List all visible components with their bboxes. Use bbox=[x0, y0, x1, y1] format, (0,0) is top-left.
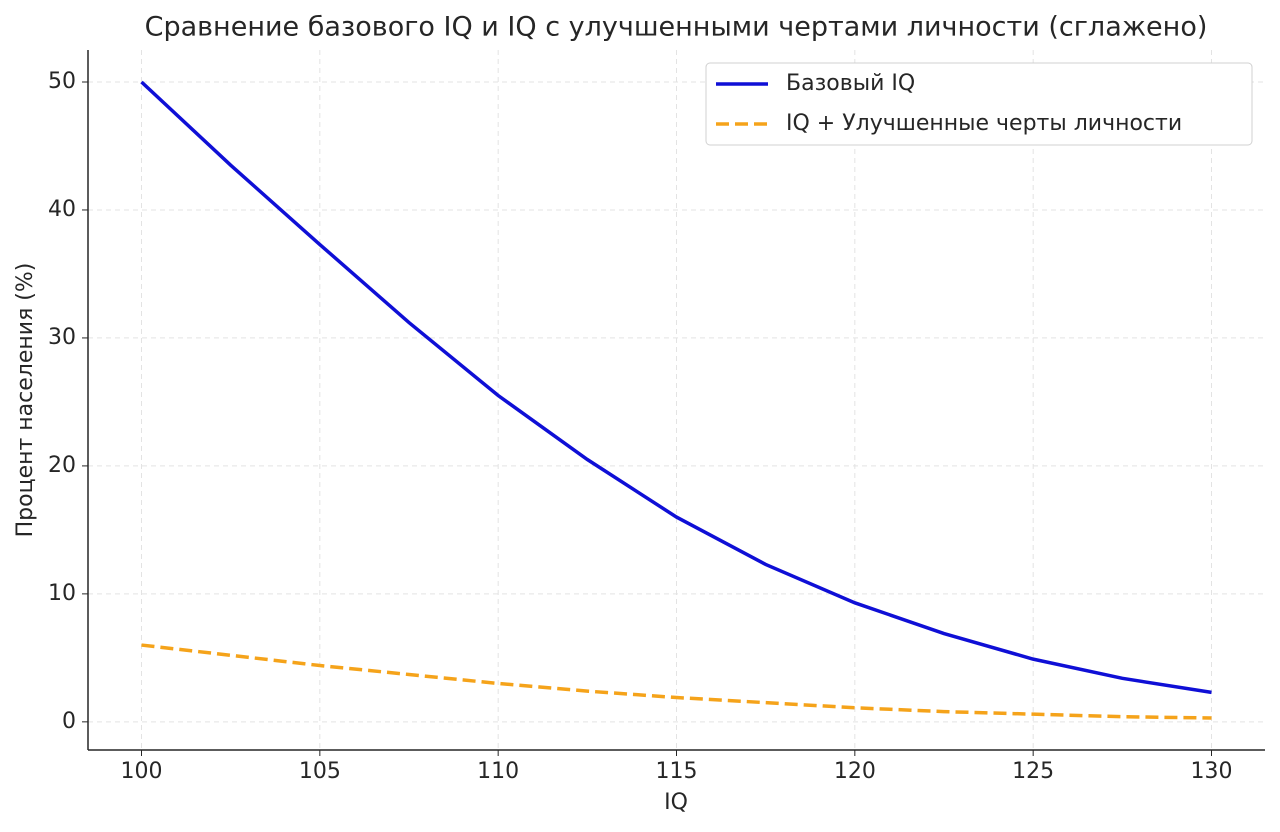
x-axis-label: IQ bbox=[664, 790, 688, 815]
y-tick-label: 30 bbox=[48, 325, 76, 350]
legend-box bbox=[705, 62, 1253, 146]
x-tick-label: 100 bbox=[121, 759, 163, 784]
y-tick-label: 0 bbox=[62, 709, 76, 734]
chart-title: Сравнение базового IQ и IQ с улучшенными… bbox=[145, 12, 1208, 43]
y-tick-label: 50 bbox=[48, 69, 76, 94]
x-tick-label: 115 bbox=[656, 759, 698, 784]
x-tick-label: 130 bbox=[1191, 759, 1233, 784]
y-axis-label: Процент населения (%) bbox=[13, 263, 38, 538]
y-tick-label: 10 bbox=[48, 581, 76, 606]
legend-label: Базовый IQ bbox=[786, 71, 915, 96]
x-tick-label: 125 bbox=[1012, 759, 1054, 784]
x-tick-label: 110 bbox=[477, 759, 519, 784]
series-line bbox=[141, 643, 1212, 720]
y-tick-label: 40 bbox=[48, 197, 76, 222]
x-tick-label: 120 bbox=[834, 759, 876, 784]
y-tick-label: 20 bbox=[48, 453, 76, 478]
series-line bbox=[140, 80, 1212, 695]
legend-label: IQ + Улучшенные черты личности bbox=[786, 111, 1182, 136]
x-tick-label: 105 bbox=[299, 759, 341, 784]
